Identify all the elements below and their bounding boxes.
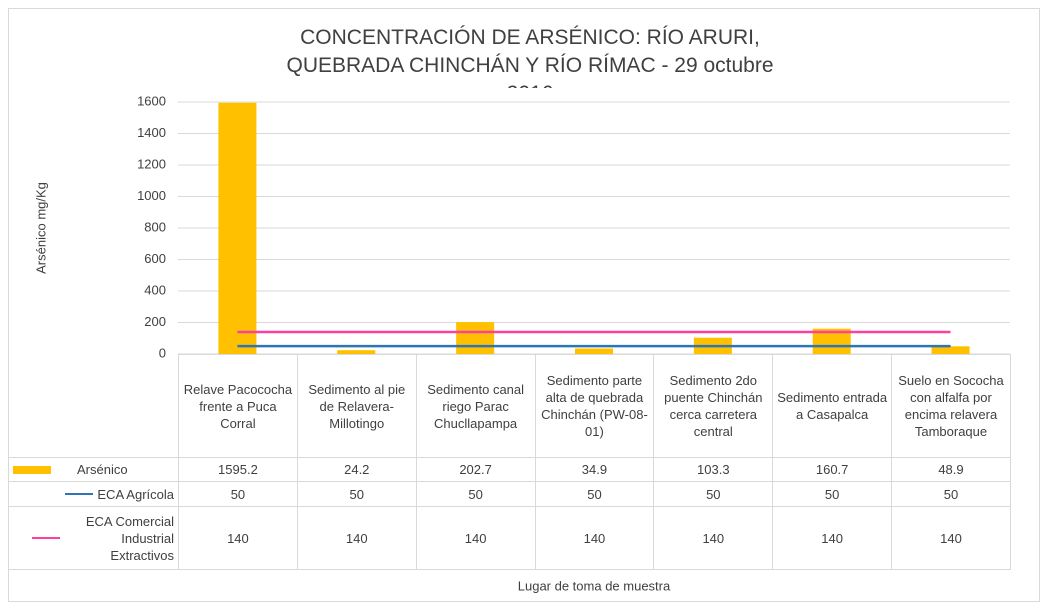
series-row: ECA Comercial Industrial Extractivos 140 1… [8,506,1011,570]
value-cell: 50 [296,481,417,507]
bar [337,350,376,354]
bar [575,348,613,354]
y-tick-label: 1200 [137,156,166,171]
value-cell: 48.9 [891,457,1011,482]
value-cell: 24.2 [296,457,417,482]
value-cell: 140 [415,506,536,570]
legend-label: ECA Comercial Industrial Extractivos [85,513,174,563]
value-cell: 202.7 [415,457,536,482]
legend-entry: ECA Comercial Industrial Extractivos [8,506,179,570]
legend-entry: Arsénico [8,457,179,482]
value-cell: 50 [178,481,298,507]
value-cell: 50 [653,481,774,507]
y-tick-label: 400 [144,282,166,297]
y-tick-label: 800 [144,219,166,234]
value-cell: 50 [891,481,1011,507]
category-label: Suelo en Sococha con alfalfa por encima … [891,354,1011,458]
category-label: Sedimento al pie de Relavera-Millotingo [296,354,417,458]
y-tick-label: 1000 [137,188,166,203]
legend-label: Arsénico [77,462,128,477]
value-cell: 140 [534,506,655,570]
series-row: ECA Agrícola 50 50 50 50 50 50 50 [8,481,1011,507]
data-table: Relave Pacococha frente a Puca Corral Sed… [8,354,1011,570]
bar [931,346,970,354]
legend-wrap: Arsénico [13,461,174,478]
value-cell: 34.9 [534,457,655,482]
y-tick-label: 200 [144,314,166,329]
y-tick-label: 0 [159,345,166,360]
series-row: Arsénico 1595.2 24.2 202.7 34.9 103.3 160.7 48.… [8,457,1011,482]
value-cell: 50 [415,481,536,507]
x-axis-label: Lugar de toma de muestra [518,578,671,593]
value-cell: 50 [772,481,893,507]
value-cell: 140 [178,506,298,570]
value-cell: 103.3 [653,457,774,482]
chart-frame [8,8,1040,602]
y-tick-label: 1400 [137,125,166,140]
header-row: Relave Pacococha frente a Puca Corral Sed… [8,354,1011,458]
value-cell: 50 [534,481,655,507]
bar [456,322,495,354]
legend-entry: ECA Agrícola [8,481,179,507]
value-cell: 140 [891,506,1011,570]
value-cell: 160.7 [772,457,893,482]
category-label: Sedimento canal riego Parac Chucllapampa [415,354,536,458]
category-label: Sedimento 2do puente Chinchán cerca carr… [653,354,774,458]
corner [8,354,179,458]
legend-key [13,465,51,474]
y-axis-label: Arsénico mg/Kg [33,182,48,274]
value-cell: 140 [296,506,417,570]
chart-title: CONCENTRACIÓN DE ARSÉNICO: RÍO ARURI, QU… [286,26,774,88]
value-cell: 140 [653,506,774,570]
title-box: CONCENTRACIÓN DE ARSÉNICO: RÍO ARURI, QU… [286,26,774,88]
y-tick-label: 600 [144,251,166,266]
legend-key [32,536,60,540]
legend-key [65,492,94,496]
bar [218,102,257,354]
legend-wrap: ECA Comercial Industrial Extractivos [13,513,174,564]
category-label: Sedimento entrada a Casapalca [772,354,893,458]
value-cell: 1595.2 [178,457,298,482]
category-label: Sedimento parte alta de quebrada Chinchá… [534,354,655,458]
legend-label: ECA Agrícola [97,486,174,502]
legend-wrap: ECA Agrícola [13,486,174,503]
category-label: Relave Pacococha frente a Puca Corral [178,354,298,458]
value-cell: 140 [772,506,893,570]
y-tick-label: 1600 [137,93,166,108]
